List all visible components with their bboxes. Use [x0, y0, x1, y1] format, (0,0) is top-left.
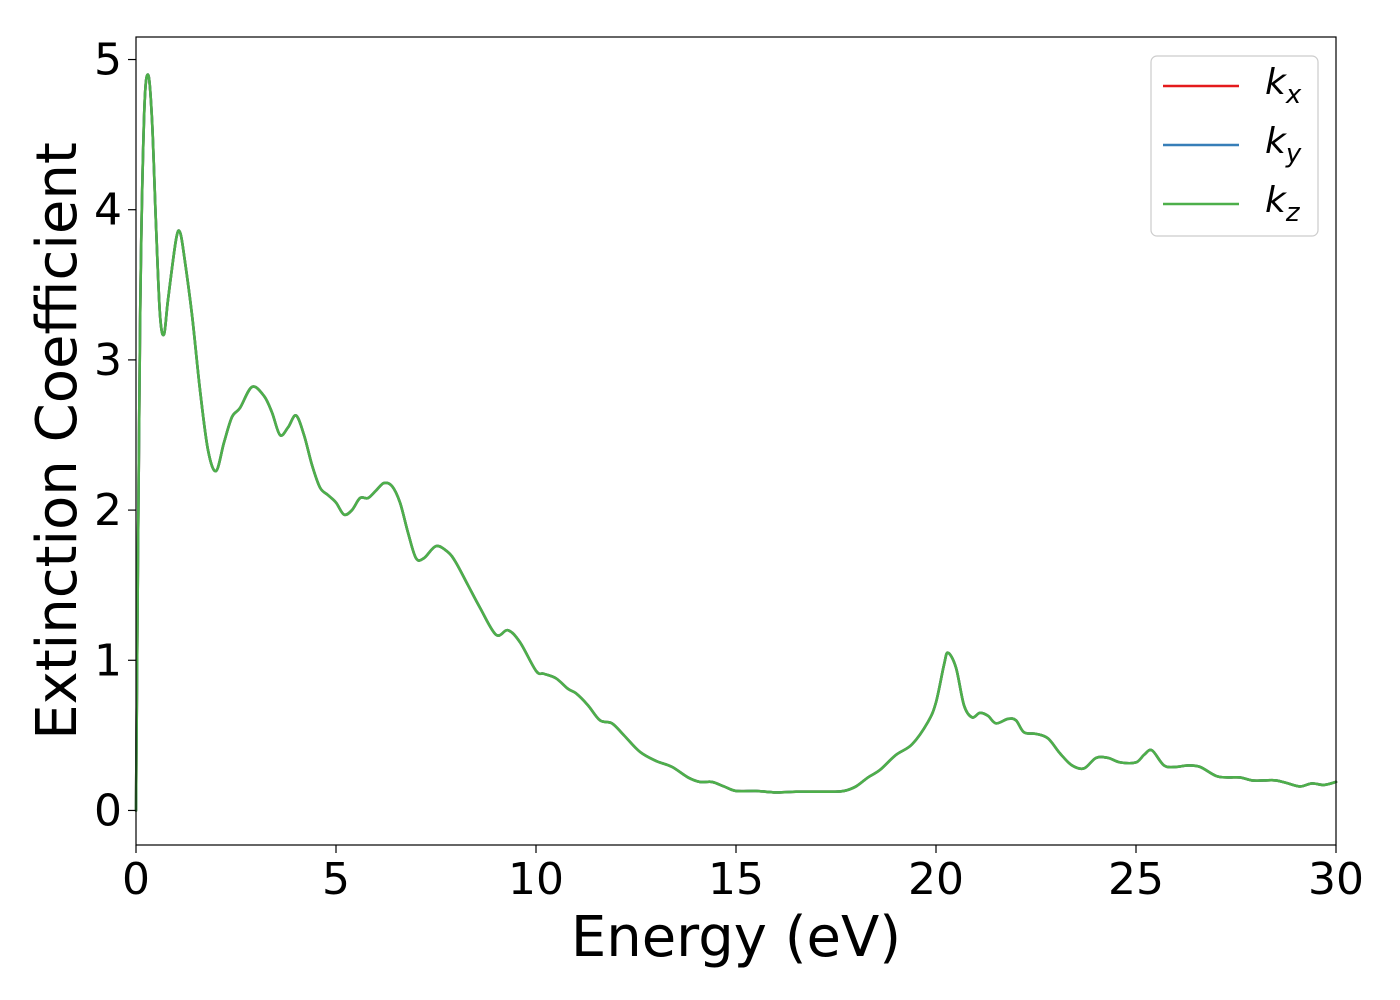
legend-label-z: kz [1265, 180, 1301, 228]
x-tick-label: 25 [1108, 854, 1164, 905]
x-axis: 0 5 10 15 20 25 30 [122, 845, 1364, 905]
y-axis-label: Extinction Coefficient [25, 142, 90, 740]
legend-label-base: k [1265, 121, 1288, 162]
y-tick-label: 4 [94, 185, 122, 236]
legend-label-x: kx [1265, 62, 1302, 110]
y-tick-label: 1 [94, 635, 122, 686]
y-tick-label: 5 [94, 35, 122, 86]
x-tick-label: 5 [322, 854, 350, 905]
x-tick-label: 20 [908, 854, 964, 905]
y-tick-label: 0 [94, 785, 122, 836]
legend-label-subscript: z [1285, 198, 1301, 228]
legend-label-y: ky [1265, 121, 1302, 169]
y-axis: 0 1 2 3 4 5 [94, 35, 136, 836]
series-layer [134, 73, 1338, 812]
legend-label-subscript: x [1285, 80, 1302, 110]
x-axis-label: Energy (eV) [571, 905, 901, 970]
x-tick-label: 30 [1308, 854, 1364, 905]
y-tick-label: 2 [94, 485, 122, 536]
legend-label-base: k [1265, 180, 1288, 221]
legend-label-base: k [1265, 62, 1288, 103]
x-tick-label: 15 [708, 854, 764, 905]
series-line-z [134, 73, 1338, 812]
legend-label-subscript: y [1285, 139, 1302, 169]
x-tick-label: 0 [122, 854, 150, 905]
x-tick-label: 10 [508, 854, 564, 905]
y-tick-label: 3 [94, 335, 122, 386]
